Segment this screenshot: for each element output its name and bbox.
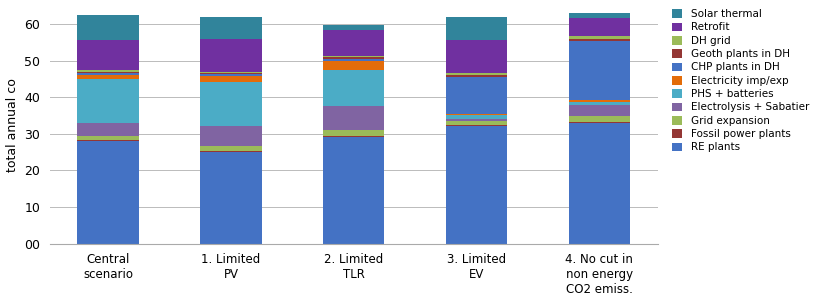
Bar (200, 74, 262, 76)
Bar (78, 73, 139, 75)
Bar (569, 123, 630, 244)
Bar (446, 73, 507, 75)
Bar (323, 106, 384, 130)
Bar (323, 59, 384, 60)
Bar (569, 105, 630, 116)
Bar (323, 57, 384, 59)
Bar (446, 40, 507, 73)
Bar (78, 72, 139, 73)
Bar (78, 141, 139, 244)
Bar (200, 72, 262, 74)
Bar (323, 30, 384, 56)
Bar (569, 122, 630, 123)
Bar (569, 12, 630, 18)
Bar (323, 60, 384, 70)
Bar (569, 36, 630, 39)
Bar (569, 101, 630, 105)
Bar (78, 70, 139, 72)
Bar (78, 123, 139, 136)
Bar (200, 17, 262, 39)
Bar (446, 121, 507, 125)
Bar (200, 39, 262, 72)
Bar (569, 100, 630, 101)
Bar (569, 41, 630, 100)
Bar (200, 146, 262, 151)
Bar (78, 136, 139, 140)
Bar (200, 152, 262, 244)
Bar (446, 114, 507, 115)
Bar (446, 77, 507, 114)
Bar (323, 70, 384, 106)
Bar (78, 75, 139, 79)
Bar (323, 136, 384, 137)
Bar (446, 75, 507, 77)
Bar (446, 119, 507, 121)
Bar (446, 17, 507, 40)
Bar (569, 39, 630, 41)
Bar (323, 24, 384, 30)
Bar (323, 56, 384, 57)
Y-axis label: total annual co: total annual co (6, 78, 19, 172)
Bar (200, 126, 262, 146)
Bar (200, 82, 262, 126)
Bar (78, 79, 139, 123)
Bar (446, 125, 507, 127)
Bar (78, 40, 139, 70)
Bar (78, 140, 139, 141)
Bar (323, 137, 384, 244)
Bar (569, 18, 630, 36)
Legend: Solar thermal, Retrofit, DH grid, Geoth plants in DH, CHP plants in DH, Electric: Solar thermal, Retrofit, DH grid, Geoth … (669, 6, 812, 156)
Bar (200, 151, 262, 152)
Bar (569, 116, 630, 122)
Bar (446, 115, 507, 119)
Bar (78, 15, 139, 40)
Bar (446, 127, 507, 244)
Bar (200, 76, 262, 82)
Bar (323, 130, 384, 136)
